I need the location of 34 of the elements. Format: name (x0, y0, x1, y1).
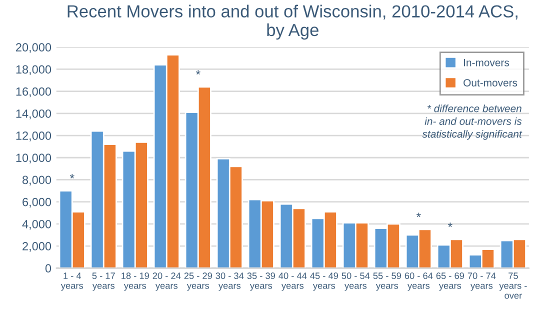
x-tick-label: 18 - 19 years (122, 272, 149, 291)
x-tick-label: 50 - 54 years (342, 272, 370, 291)
x-tick-label: 65 - 69 years (436, 272, 464, 291)
x-tick-label: 5 - 17 years (92, 272, 115, 291)
x-tick-label: 20 - 24 years (152, 272, 181, 291)
y-tick-label: 20,000 (16, 43, 52, 53)
annotation: * (448, 222, 452, 228)
x-tick-label: 75 years - over (499, 272, 527, 299)
annotation: * (416, 212, 421, 218)
y-tick-label: 0 (45, 264, 52, 273)
y-tick-label: 12,000 (16, 132, 52, 142)
y-tick-label: 4,000 (22, 220, 52, 230)
x-tick-label: 60 - 64 years (404, 272, 433, 291)
annotation: * difference between in- and out-movers is statistically significant (422, 104, 522, 140)
x-tick-label: 30 - 34 years (216, 272, 244, 291)
legend-label: Out-movers (464, 79, 518, 86)
x-tick-label: 25 - 29 years (184, 272, 212, 291)
x-tick-label: 55 - 59 years (373, 272, 402, 291)
y-tick-label: 6,000 (22, 198, 52, 208)
x-tick-label: 40 - 44 years (278, 272, 307, 291)
y-tick-label: 14,000 (16, 109, 52, 120)
y-tick-label: 16,000 (16, 87, 52, 98)
x-tick-label: 70 - 74 years (468, 272, 496, 291)
annotation: * (70, 174, 74, 178)
legend-label: In-movers (464, 59, 510, 66)
y-tick-label: 10,000 (16, 154, 52, 164)
chart-title: Recent Movers into and out of Wisconsin, 2010-2014 ACS, by Age (68, 4, 518, 40)
annotation: * (196, 70, 200, 75)
x-tick-label: 35 - 39 years (247, 272, 275, 291)
x-tick-label: 1 - 4 years (60, 272, 84, 291)
y-tick-label: 2,000 (22, 242, 52, 252)
y-tick-label: 8,000 (22, 176, 52, 186)
x-tick-label: 45 - 49 years (310, 272, 338, 291)
y-tick-label: 18,000 (16, 65, 52, 76)
